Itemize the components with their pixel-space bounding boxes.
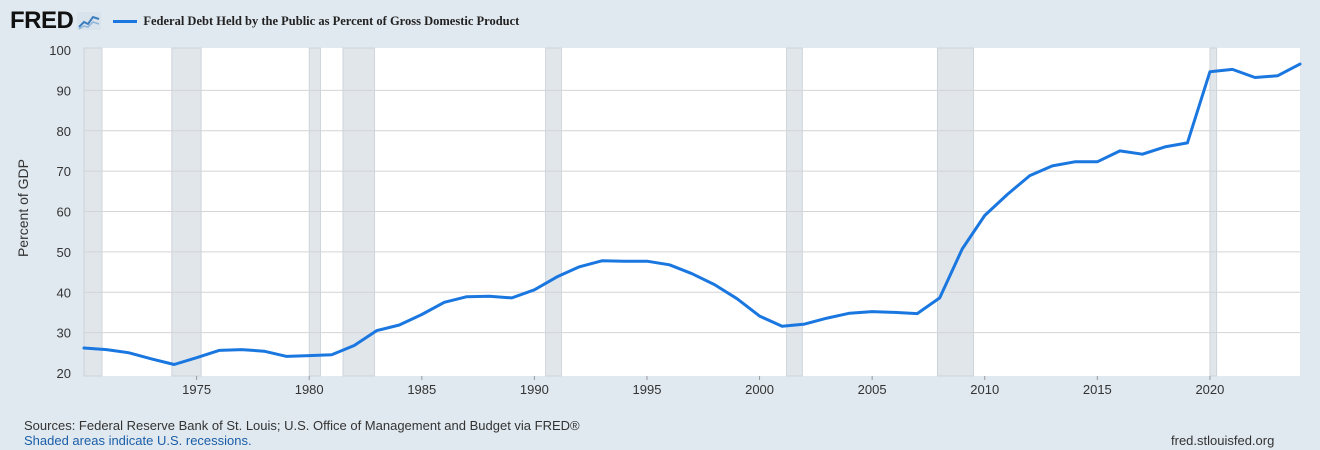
y-tick-label: 20 [57, 366, 71, 381]
fred-logo[interactable]: FRED [10, 7, 74, 34]
x-axis-ticks: 1975 1980 1985 1990 1995 2000 2005 2010 2015 2020 [182, 376, 1224, 397]
legend-label: Federal Debt Held by the Public as Perce… [143, 13, 520, 28]
y-axis-label: Percent of GDP [15, 158, 31, 258]
y-tick-label: 100 [49, 43, 71, 58]
x-tick-label: 2010 [970, 382, 999, 397]
x-tick-label: 1985 [407, 382, 436, 397]
y-axis-ticks: 20 30 40 50 60 70 80 90 100 [49, 43, 71, 381]
x-tick-label: 1995 [633, 382, 662, 397]
series-line [82, 62, 1302, 366]
y-tick-label: 60 [57, 205, 71, 220]
x-tick-label: 2020 [1195, 382, 1224, 397]
y-tick-label: 70 [57, 164, 71, 179]
grid [84, 89, 1300, 334]
x-tick-label: 1990 [520, 382, 549, 397]
x-tick-label: 2000 [745, 382, 774, 397]
series-group [82, 62, 1302, 366]
legend-swatch [113, 19, 138, 23]
footer-site-link[interactable]: fred.stlouisfed.org [1171, 433, 1275, 448]
y-tick-label: 40 [57, 285, 71, 300]
x-tick-label: 1975 [182, 382, 211, 397]
footer-recession-note[interactable]: Shaded areas indicate U.S. recessions. [24, 433, 252, 448]
x-tick-label: 2005 [858, 382, 887, 397]
x-tick-label: 2015 [1083, 382, 1112, 397]
footer-sources: Sources: Federal Reserve Bank of St. Lou… [24, 418, 580, 433]
line-graph-icon [77, 12, 102, 30]
y-tick-label: 30 [57, 326, 71, 341]
x-tick-label: 1980 [295, 382, 324, 397]
legend: Federal Debt Held by the Public as Perce… [113, 14, 519, 29]
header: FRED Federal Debt Held by the Public as … [10, 6, 519, 36]
y-tick-label: 80 [57, 124, 71, 139]
y-tick-label: 90 [57, 83, 71, 98]
y-tick-label: 50 [57, 245, 71, 260]
